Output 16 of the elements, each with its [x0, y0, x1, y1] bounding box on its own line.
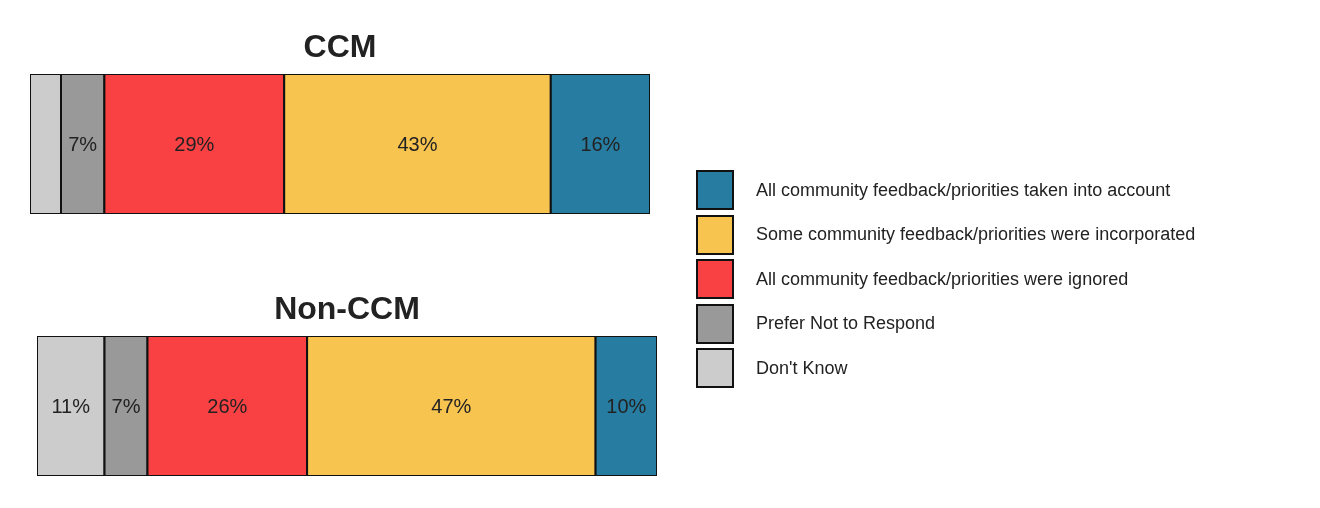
data-label: 26% — [207, 395, 248, 417]
data-label: 47% — [431, 395, 472, 417]
data-label: 16% — [580, 133, 621, 155]
legend-label: All community feedback/priorities taken into account — [756, 179, 1171, 201]
legend-label: All community feedback/priorities were ignored — [756, 268, 1129, 290]
chart-title: CCM — [302, 28, 378, 66]
legend-label: Don't Know — [756, 357, 848, 379]
data-label: 7% — [68, 133, 98, 155]
data-label: 10% — [606, 395, 647, 417]
data-label: 7% — [111, 395, 141, 417]
legend-label: Prefer Not to Respond — [756, 313, 936, 335]
chart-title: Non-CCM — [273, 290, 421, 328]
data-label: 29% — [174, 133, 215, 155]
legend-label: Some community feedback/priorities were incorporated — [756, 224, 1196, 246]
data-label: 11% — [51, 395, 91, 417]
data-label: 43% — [397, 133, 438, 155]
